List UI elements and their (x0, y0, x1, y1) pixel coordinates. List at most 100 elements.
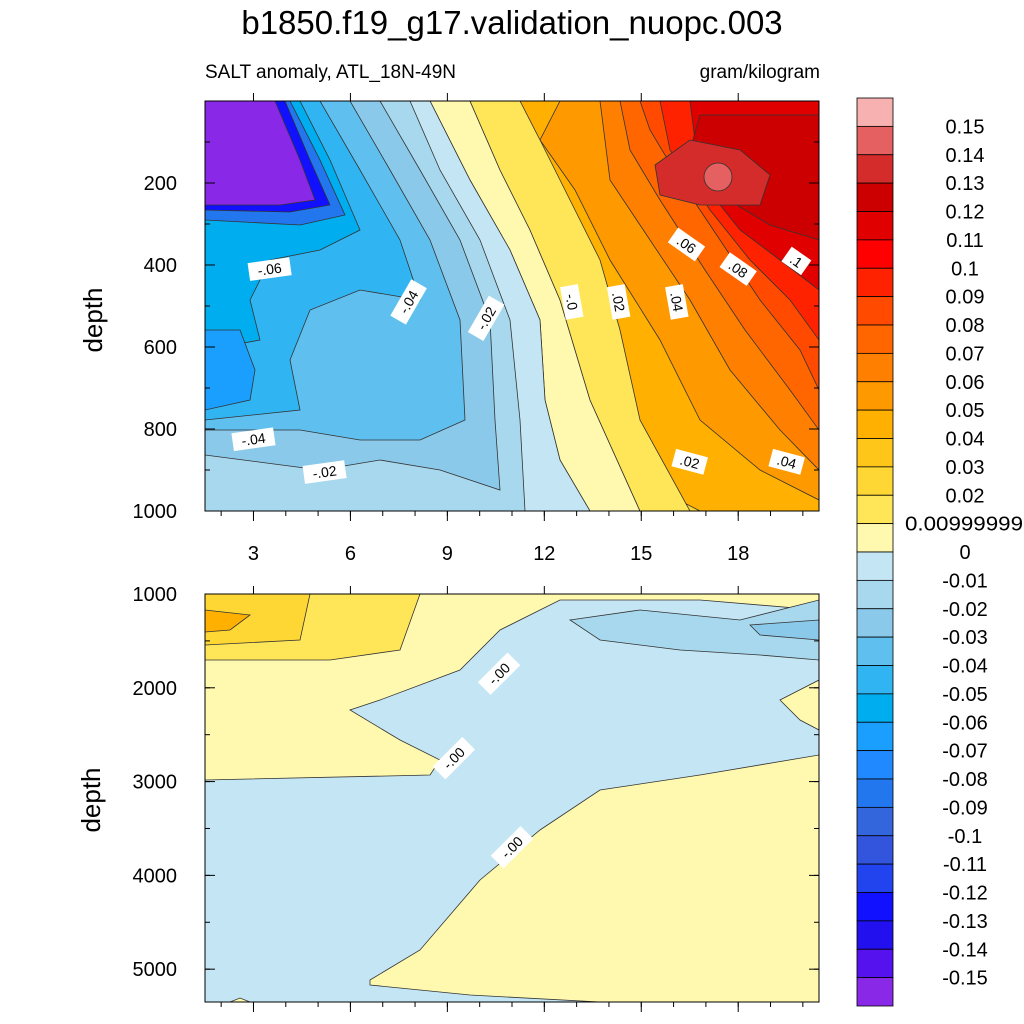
colorbar-swatch (856, 125, 894, 156)
bottom-panel-fill (205, 594, 819, 1002)
contour-label: .04 (768, 448, 805, 475)
colorbar-swatch (856, 977, 894, 1007)
top-y-tick-label: 200 (144, 173, 177, 195)
colorbar-swatch (856, 551, 894, 581)
colorbar-swatch (856, 579, 894, 610)
colorbar-label: 0.09 (946, 287, 985, 309)
colorbar-label: 0 (959, 542, 970, 564)
colorbar-swatch (856, 806, 894, 837)
colorbar-swatch (856, 636, 894, 666)
colorbar-label: -0.1 (948, 826, 982, 848)
svg-text:-.04: -.04 (240, 430, 266, 449)
colorbar-label: -0.08 (942, 769, 988, 791)
chart-title: b1850.f19_g17.validation_nuopc.003 (241, 4, 783, 41)
top-x-tick-label: 15 (630, 543, 652, 565)
colorbar-label: 0.11 (946, 230, 983, 252)
colorbar-swatch (856, 466, 894, 496)
colorbar-swatch (856, 154, 894, 184)
colorbar-label: -0.02 (942, 599, 988, 621)
colorbar-label: -0.12 (942, 883, 988, 905)
contour-label: -.00 (477, 652, 521, 695)
colorbar-label: -0.11 (943, 854, 987, 876)
contour-label: .02 (606, 284, 631, 320)
contour-label: -.04 (231, 427, 276, 452)
colorbar-swatch (856, 352, 894, 383)
colorbar-swatch (856, 608, 894, 638)
colorbar-label: 0.14 (946, 145, 985, 167)
bottom-y-axis: 1000 2000 3000 4000 5000 (133, 584, 819, 981)
top-x-tick-label: 3 (248, 543, 259, 565)
colorbar: 0.15 0.14 0.13 0.12 0.11 0.1 0.09 0.08 0.07 0.06 0… (856, 97, 1023, 1007)
colorbar-swatch (856, 863, 894, 893)
colorbar-label: 0.04 (946, 429, 985, 451)
top-x-axis: 3 6 9 12 15 18 (220, 93, 804, 565)
top-y-tick-label: 600 (144, 337, 177, 359)
colorbar-label: 0.1 (951, 258, 979, 280)
colorbar-swatch (856, 835, 894, 865)
colorbar-label: 0.12 (946, 202, 985, 224)
colorbar-label: -0.15 (942, 968, 988, 990)
colorbar-swatch (856, 693, 894, 723)
top-x-tick-label: 9 (442, 543, 453, 565)
svg-text:.02: .02 (678, 452, 701, 473)
svg-text:.04: .04 (667, 291, 686, 313)
top-y-axis-label: depth (78, 287, 108, 352)
colorbar-swatch (856, 239, 894, 269)
colorbar-swatch (856, 948, 894, 979)
contour-label: -.02 (302, 460, 347, 484)
colorbar-swatch (856, 296, 894, 326)
colorbar-label: 0.06 (946, 372, 985, 394)
colorbar-label: -0.06 (942, 712, 988, 734)
contour-label: -.0 (560, 284, 584, 320)
chart-subtitle-variable: SALT anomaly, ATL_18N-49N (205, 62, 456, 83)
svg-text:-.0: -.0 (562, 292, 581, 311)
colorbar-label: -0.01 (942, 570, 988, 592)
contour-labels: -.06-.04-.02-.0.02.04.06.08.1-.04-.02.02… (231, 227, 812, 869)
svg-text:-.06: -.06 (257, 259, 283, 278)
colorbar-swatch (856, 523, 894, 553)
colorbar-label: -0.07 (942, 741, 988, 763)
colorbar-label: -0.09 (942, 797, 988, 819)
svg-text:.02: .02 (609, 291, 628, 313)
colorbar-swatch (856, 409, 894, 439)
svg-text:-.02: -.02 (312, 462, 338, 481)
top-y-axis: 200 400 600 800 1000 (133, 141, 819, 523)
svg-text:.04: .04 (775, 452, 798, 473)
colorbar-swatch (856, 721, 894, 752)
contour-label: .02 (671, 448, 709, 475)
colorbar-label: 0.13 (946, 173, 985, 195)
bottom-y-tick-label: 4000 (133, 865, 178, 887)
colorbar-label: -0.05 (942, 684, 988, 706)
contour-label: -.06 (247, 257, 292, 281)
colorbar-swatch (856, 438, 894, 468)
colorbar-label: 0.07 (946, 343, 985, 365)
colorbar-swatch (856, 920, 894, 950)
colorbar-label: 0.03 (946, 457, 985, 479)
bottom-y-tick-label: 1000 (133, 584, 178, 606)
colorbar-label: -0.13 (942, 911, 988, 933)
colorbar-swatch (856, 381, 894, 411)
colorbar-swatch (856, 892, 894, 922)
bottom-y-axis-label: depth (76, 767, 106, 832)
colorbar-swatch (856, 665, 894, 695)
colorbar-swatch (856, 211, 894, 241)
top-y-tick-label: 400 (144, 255, 177, 277)
bottom-y-tick-label: 5000 (133, 959, 178, 981)
colorbar-swatch (856, 97, 894, 127)
colorbar-label: 0.00999999 (905, 514, 1023, 536)
colorbar-label: 0.08 (946, 315, 985, 337)
top-x-tick-label: 6 (345, 543, 356, 565)
top-x-tick-label: 18 (727, 543, 749, 565)
colorbar-swatch (856, 267, 894, 298)
bottom-x-axis (220, 586, 804, 1012)
colorbar-swatch (856, 324, 894, 354)
colorbar-swatch (856, 778, 894, 808)
colorbar-label: -0.03 (942, 627, 988, 649)
colorbar-swatch (856, 182, 894, 212)
chart-subtitle-units: gram/kilogram (699, 62, 820, 83)
bottom-y-tick-label: 2000 (133, 678, 178, 700)
colorbar-label: 0.02 (946, 485, 985, 507)
contour-label: .04 (665, 284, 689, 320)
top-y-tick-label: 1000 (133, 501, 178, 523)
